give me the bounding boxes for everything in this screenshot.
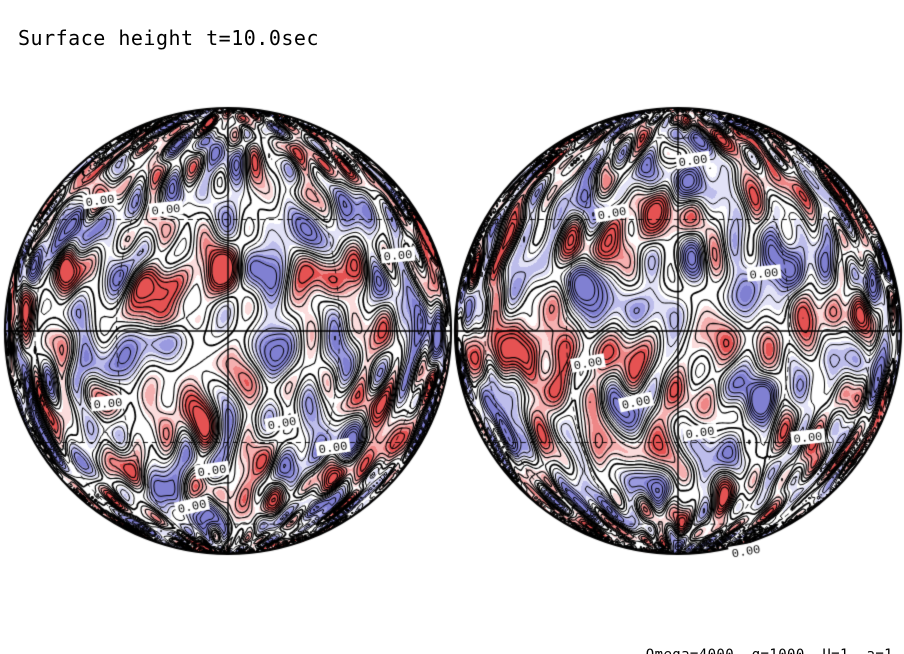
plot-annotations: Omega=4000, g=1000, U=1, a=1 Contour int… <box>646 610 893 654</box>
plot-title: Surface height t=10.0sec <box>18 26 319 50</box>
parameters-line: Omega=4000, g=1000, U=1, a=1 <box>646 646 893 654</box>
